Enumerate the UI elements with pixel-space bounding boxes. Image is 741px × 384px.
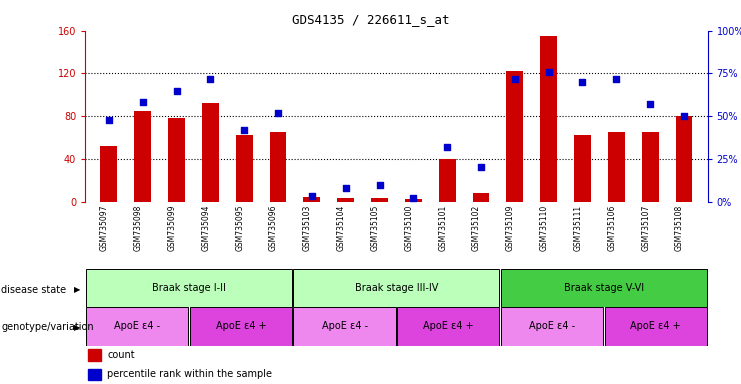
Text: ApoE ε4 -: ApoE ε4 - — [114, 321, 160, 331]
Bar — [501, 269, 707, 307]
Bar — [293, 269, 499, 307]
Bar — [86, 269, 292, 307]
Text: GSM735096: GSM735096 — [269, 205, 278, 252]
Text: GDS4135 / 226611_s_at: GDS4135 / 226611_s_at — [292, 13, 449, 26]
Bar — [642, 132, 659, 202]
Text: GSM735101: GSM735101 — [438, 205, 447, 251]
Text: disease state: disease state — [1, 285, 67, 295]
Text: ApoE ε4 -: ApoE ε4 - — [322, 321, 368, 331]
Point — [542, 69, 554, 75]
Point — [611, 76, 622, 82]
Text: count: count — [107, 350, 135, 360]
Text: GSM735097: GSM735097 — [100, 205, 109, 252]
Text: GSM735103: GSM735103 — [303, 205, 312, 252]
Text: Braak stage III-IV: Braak stage III-IV — [355, 283, 438, 293]
Text: Braak stage I-II: Braak stage I-II — [152, 283, 226, 293]
Point — [576, 79, 588, 85]
Point — [408, 195, 419, 201]
Point — [137, 99, 149, 106]
Text: Braak stage V-VI: Braak stage V-VI — [564, 283, 644, 293]
Bar — [501, 307, 603, 346]
Bar — [439, 159, 456, 202]
Point — [373, 182, 385, 188]
Text: GSM735100: GSM735100 — [405, 205, 413, 252]
Bar — [236, 136, 253, 202]
Bar — [608, 132, 625, 202]
Point — [170, 88, 182, 94]
Bar — [540, 36, 557, 202]
Bar — [605, 307, 707, 346]
Point — [272, 110, 284, 116]
Text: ApoE ε4 +: ApoE ε4 + — [631, 321, 681, 331]
Point — [239, 127, 250, 133]
Text: ApoE ε4 -: ApoE ε4 - — [529, 321, 575, 331]
Bar — [270, 132, 287, 202]
Bar — [134, 111, 151, 202]
Bar — [371, 199, 388, 202]
Text: GSM735105: GSM735105 — [370, 205, 379, 252]
Text: genotype/variation: genotype/variation — [1, 322, 94, 332]
Text: ApoE ε4 +: ApoE ε4 + — [423, 321, 473, 331]
Bar — [88, 349, 101, 361]
Text: GSM735109: GSM735109 — [506, 205, 515, 252]
Bar — [101, 146, 117, 202]
Text: GSM735107: GSM735107 — [641, 205, 650, 252]
Bar — [506, 71, 523, 202]
Point — [678, 113, 690, 119]
Bar — [190, 307, 292, 346]
Bar — [676, 116, 692, 202]
Point — [441, 144, 453, 150]
Point — [205, 76, 216, 82]
Text: GSM735104: GSM735104 — [336, 205, 346, 252]
Text: ▶: ▶ — [73, 285, 80, 295]
Text: ▶: ▶ — [73, 323, 80, 332]
Text: GSM735095: GSM735095 — [235, 205, 245, 252]
Bar — [168, 118, 185, 202]
Text: GSM735102: GSM735102 — [472, 205, 481, 251]
Point — [306, 194, 318, 200]
Point — [103, 116, 115, 122]
Text: GSM735099: GSM735099 — [167, 205, 176, 252]
Bar — [293, 307, 396, 346]
Bar — [202, 103, 219, 202]
Bar — [397, 307, 499, 346]
Text: ApoE ε4 +: ApoE ε4 + — [216, 321, 266, 331]
Bar — [574, 136, 591, 202]
Bar — [473, 193, 490, 202]
Point — [475, 164, 487, 170]
Text: GSM735094: GSM735094 — [202, 205, 210, 252]
Point — [340, 185, 352, 191]
Bar — [88, 369, 101, 380]
Text: percentile rank within the sample: percentile rank within the sample — [107, 369, 272, 379]
Text: GSM735106: GSM735106 — [608, 205, 617, 252]
Text: GSM735108: GSM735108 — [675, 205, 684, 251]
Text: GSM735110: GSM735110 — [539, 205, 548, 251]
Bar — [86, 307, 188, 346]
Bar — [337, 199, 354, 202]
Text: GSM735098: GSM735098 — [133, 205, 143, 252]
Text: GSM735111: GSM735111 — [574, 205, 582, 251]
Bar — [405, 199, 422, 202]
Bar — [303, 197, 320, 202]
Point — [644, 101, 656, 107]
Point — [509, 76, 521, 82]
